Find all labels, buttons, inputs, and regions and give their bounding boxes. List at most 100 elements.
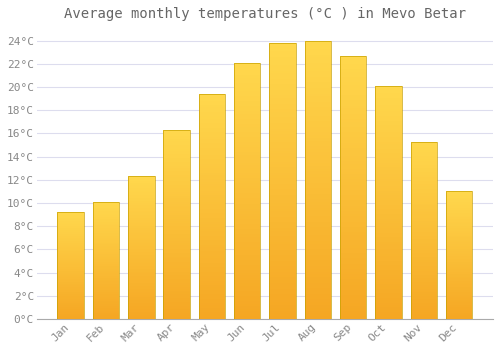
Bar bbox=[375, 100, 402, 102]
Bar bbox=[304, 155, 331, 158]
Bar bbox=[198, 256, 225, 258]
Bar bbox=[234, 211, 260, 214]
Bar bbox=[128, 205, 154, 206]
Bar bbox=[270, 181, 296, 184]
Bar bbox=[164, 277, 190, 279]
Bar bbox=[58, 281, 84, 282]
Bar bbox=[375, 128, 402, 130]
Bar bbox=[93, 210, 120, 211]
Bar bbox=[410, 182, 437, 184]
Bar bbox=[93, 246, 120, 247]
Bar bbox=[128, 315, 154, 316]
Bar bbox=[164, 262, 190, 264]
Bar bbox=[164, 196, 190, 198]
Bar bbox=[304, 216, 331, 219]
Bar bbox=[304, 241, 331, 244]
Bar bbox=[198, 218, 225, 220]
Bar bbox=[410, 248, 437, 250]
Bar bbox=[164, 166, 190, 168]
Bar bbox=[198, 195, 225, 197]
Bar bbox=[58, 300, 84, 301]
Bar bbox=[234, 121, 260, 124]
Bar bbox=[128, 304, 154, 306]
Bar bbox=[93, 224, 120, 225]
Bar bbox=[164, 134, 190, 135]
Bar bbox=[340, 298, 366, 300]
Bar bbox=[304, 222, 331, 224]
Bar bbox=[340, 95, 366, 98]
Bar bbox=[410, 253, 437, 255]
Bar bbox=[340, 256, 366, 258]
Bar bbox=[198, 130, 225, 132]
Bar bbox=[58, 232, 84, 233]
Bar bbox=[198, 182, 225, 184]
Bar bbox=[446, 244, 472, 245]
Bar bbox=[375, 207, 402, 209]
Bar bbox=[58, 289, 84, 290]
Bar bbox=[198, 105, 225, 107]
Bar bbox=[375, 130, 402, 132]
Bar bbox=[410, 241, 437, 243]
Bar bbox=[234, 239, 260, 242]
Bar bbox=[446, 246, 472, 247]
Bar bbox=[93, 314, 120, 315]
Bar bbox=[304, 310, 331, 313]
Bar bbox=[58, 305, 84, 306]
Bar bbox=[234, 188, 260, 191]
Bar bbox=[270, 272, 296, 275]
Bar bbox=[128, 189, 154, 190]
Bar bbox=[340, 116, 366, 119]
Bar bbox=[234, 242, 260, 245]
Bar bbox=[270, 57, 296, 60]
Bar bbox=[234, 201, 260, 204]
Bar bbox=[128, 265, 154, 266]
Bar bbox=[410, 260, 437, 262]
Bar bbox=[446, 271, 472, 272]
Bar bbox=[198, 312, 225, 314]
Bar bbox=[93, 289, 120, 291]
Bar bbox=[270, 302, 296, 305]
Bar bbox=[198, 296, 225, 299]
Bar bbox=[164, 232, 190, 234]
Bar bbox=[410, 184, 437, 186]
Bar bbox=[340, 150, 366, 153]
Bar bbox=[164, 300, 190, 302]
Bar bbox=[234, 280, 260, 283]
Bar bbox=[446, 291, 472, 292]
Bar bbox=[446, 195, 472, 196]
Bar bbox=[58, 250, 84, 251]
Bar bbox=[270, 288, 296, 291]
Bar bbox=[198, 310, 225, 312]
Bar bbox=[340, 190, 366, 192]
Bar bbox=[128, 240, 154, 242]
Bar bbox=[58, 233, 84, 235]
Bar bbox=[198, 292, 225, 294]
Bar bbox=[304, 41, 331, 43]
Bar bbox=[234, 265, 260, 268]
Bar bbox=[446, 250, 472, 251]
Bar bbox=[128, 208, 154, 209]
Bar bbox=[234, 303, 260, 306]
Bar bbox=[128, 298, 154, 299]
Bar bbox=[128, 316, 154, 317]
Bar bbox=[58, 262, 84, 264]
Bar bbox=[340, 130, 366, 132]
Bar bbox=[128, 260, 154, 262]
Bar bbox=[340, 243, 366, 245]
Bar bbox=[58, 301, 84, 302]
Bar bbox=[304, 46, 331, 49]
Bar bbox=[128, 286, 154, 287]
Bar bbox=[446, 317, 472, 319]
Bar bbox=[58, 278, 84, 279]
Bar bbox=[340, 74, 366, 77]
Bar bbox=[340, 119, 366, 121]
Bar bbox=[128, 285, 154, 286]
Bar bbox=[198, 144, 225, 146]
Bar bbox=[58, 280, 84, 281]
Bar bbox=[340, 234, 366, 237]
Bar bbox=[164, 211, 190, 213]
Bar bbox=[234, 165, 260, 168]
Bar bbox=[340, 61, 366, 64]
Bar bbox=[270, 219, 296, 222]
Bar bbox=[58, 226, 84, 227]
